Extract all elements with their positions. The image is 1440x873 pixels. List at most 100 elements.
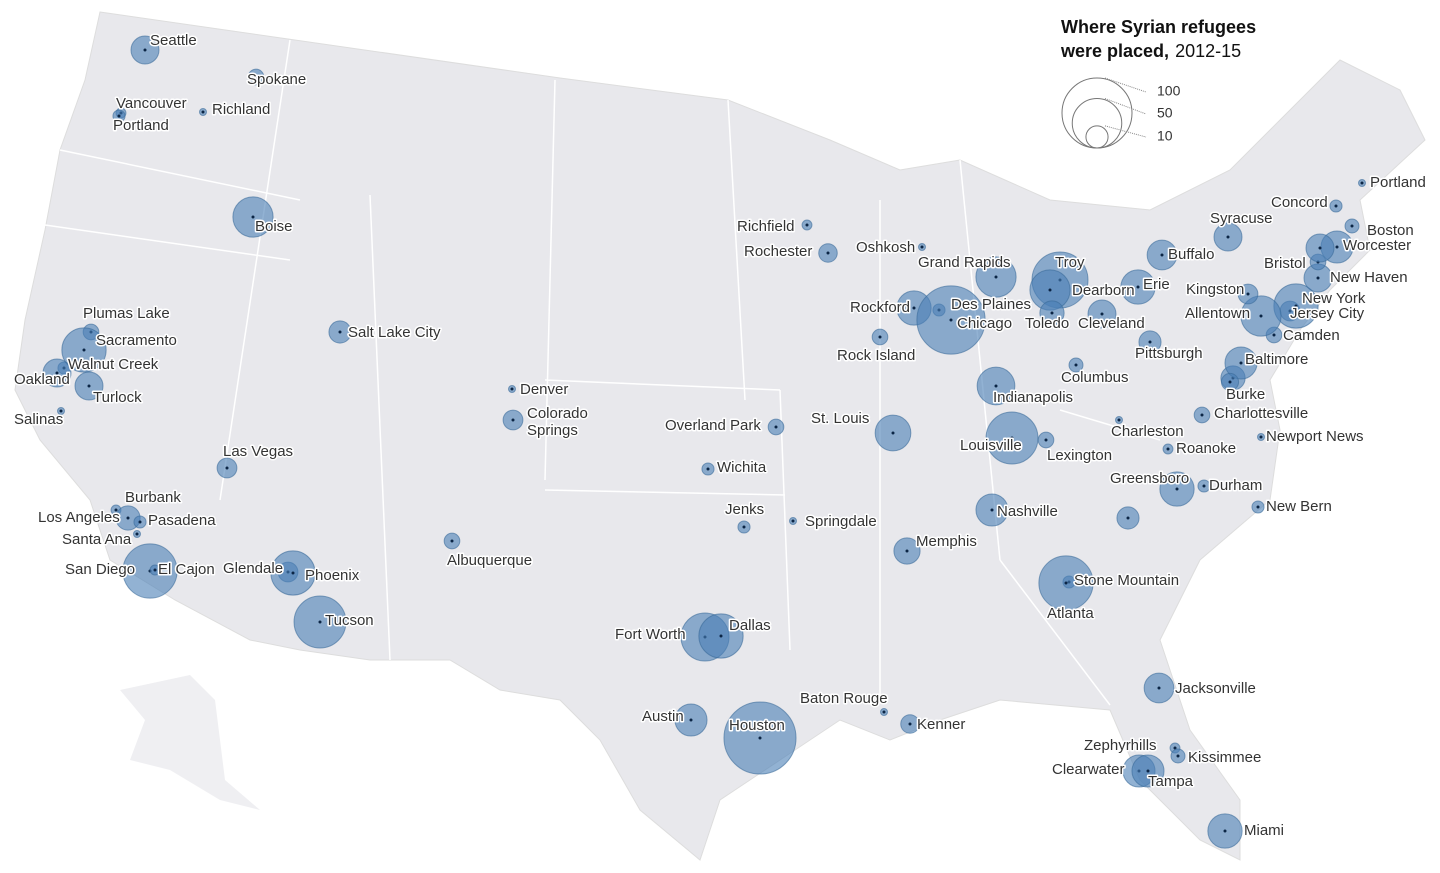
us-outline [14, 11, 1426, 861]
legend-leader [1104, 125, 1147, 138]
city-label: Newport News [1266, 428, 1364, 445]
city-label: Salt Lake City [348, 324, 441, 341]
title-line: were placed, [1060, 41, 1169, 61]
city-label: Rock Island [837, 347, 915, 364]
legend-label: 100 [1157, 83, 1181, 99]
city-dot [920, 245, 924, 249]
city-label: Buffalo [1168, 246, 1214, 263]
legend: Where Syrian refugees were placed, 2012-15… [1060, 17, 1256, 149]
bubbles [42, 35, 1366, 849]
city-dot [719, 634, 723, 638]
city-label: Erie [1143, 276, 1170, 293]
city-dot [1256, 505, 1260, 509]
city-label: Pittsburgh [1135, 345, 1203, 362]
city-dot [1166, 447, 1170, 451]
legend-leader [1104, 77, 1147, 93]
city-dot [1226, 235, 1230, 239]
city-label: Concord [1271, 194, 1328, 211]
legend-leader [1104, 98, 1147, 115]
city-dot [1259, 314, 1263, 318]
city-label: Phoenix [305, 567, 360, 584]
city-dot [225, 466, 229, 470]
city-dot [82, 348, 86, 352]
legend-label: 50 [1157, 105, 1173, 121]
city-label: Tampa [1148, 773, 1194, 790]
city-label: Troy [1055, 254, 1085, 271]
city-dot [143, 48, 147, 52]
city-label: Boston [1367, 222, 1414, 239]
city-dot [791, 519, 795, 523]
city-label: Toledo [1025, 315, 1069, 332]
city-label: Burke [1226, 386, 1265, 403]
city-dot [1173, 746, 1177, 750]
city-label: Kingston [1186, 281, 1244, 298]
city-dot [153, 568, 157, 572]
city-label: Houston [729, 717, 785, 734]
city-label: Louisville [960, 437, 1022, 454]
city-label: Portland [1370, 174, 1426, 191]
city-label: Kissimmee [1188, 749, 1261, 766]
city-dot [1100, 312, 1104, 316]
labels: Seattle Spokane Vancouver Portland Richland B… [13, 30, 1428, 840]
title-line: Where Syrian refugees [1061, 17, 1256, 37]
city-label: Roanoke [1176, 440, 1236, 457]
city-dot [1148, 340, 1152, 344]
city-dot [59, 409, 63, 413]
city-label: Jersey City [1290, 305, 1365, 322]
city-label: Charleston [1111, 423, 1184, 440]
city-label: Santa Ana [62, 531, 132, 548]
city-label: Nashville [997, 503, 1058, 520]
city-dot [1044, 438, 1048, 442]
city-dot [774, 425, 778, 429]
city-dot [318, 620, 322, 624]
city-dot [805, 223, 809, 227]
city-label: Glendale [223, 560, 283, 577]
city-dot [87, 384, 91, 388]
city-label: Camden [1283, 327, 1340, 344]
city-dot [450, 539, 454, 543]
city-dot [1316, 276, 1320, 280]
city-dot [994, 384, 998, 388]
city-dot [1064, 581, 1068, 585]
city-label: Burbank [125, 489, 181, 506]
city-label: Seattle [150, 32, 197, 49]
city-label: Des Plaines [951, 296, 1031, 313]
city-label: New York [1302, 290, 1366, 307]
city-dot [1048, 288, 1052, 292]
city-dot [138, 520, 142, 524]
city-label: Austin [642, 708, 684, 725]
city-dot [689, 718, 693, 722]
city-dot [949, 318, 953, 322]
city-label: Kenner [917, 716, 965, 733]
city-label: Pasadena [148, 512, 216, 529]
city-label: Oakland [14, 371, 70, 388]
city-dot [1050, 311, 1054, 315]
state-borders [44, 39, 1161, 706]
legend-circle [1061, 77, 1133, 149]
city-dot [338, 330, 342, 334]
city-dot [1294, 304, 1298, 308]
city-label: Fort Worth [615, 626, 686, 643]
city-label: Allentown [1185, 305, 1250, 322]
city-dot [291, 571, 295, 575]
city-label: Chicago [957, 315, 1012, 332]
city-dot [1146, 769, 1150, 773]
city-dot [1160, 253, 1164, 257]
city-label: Jenks [725, 501, 764, 518]
city-dot [1318, 246, 1322, 250]
legend-circle [1085, 125, 1109, 149]
city-label: Albuquerque [447, 552, 532, 569]
city-label: Salinas [14, 411, 63, 428]
city-label: Boise [255, 218, 293, 235]
city-dot [1335, 245, 1339, 249]
city-dot [878, 335, 882, 339]
city-dot [994, 275, 998, 279]
city-dot [1228, 380, 1232, 384]
city-label: Spokane [247, 71, 306, 88]
city-dot [758, 736, 762, 740]
city-label: Oshkosh [856, 239, 915, 256]
city-label: Durham [1209, 477, 1262, 494]
city-label: Grand Rapids [918, 254, 1011, 271]
city-label: Plumas Lake [83, 305, 170, 322]
city-dot [990, 508, 994, 512]
